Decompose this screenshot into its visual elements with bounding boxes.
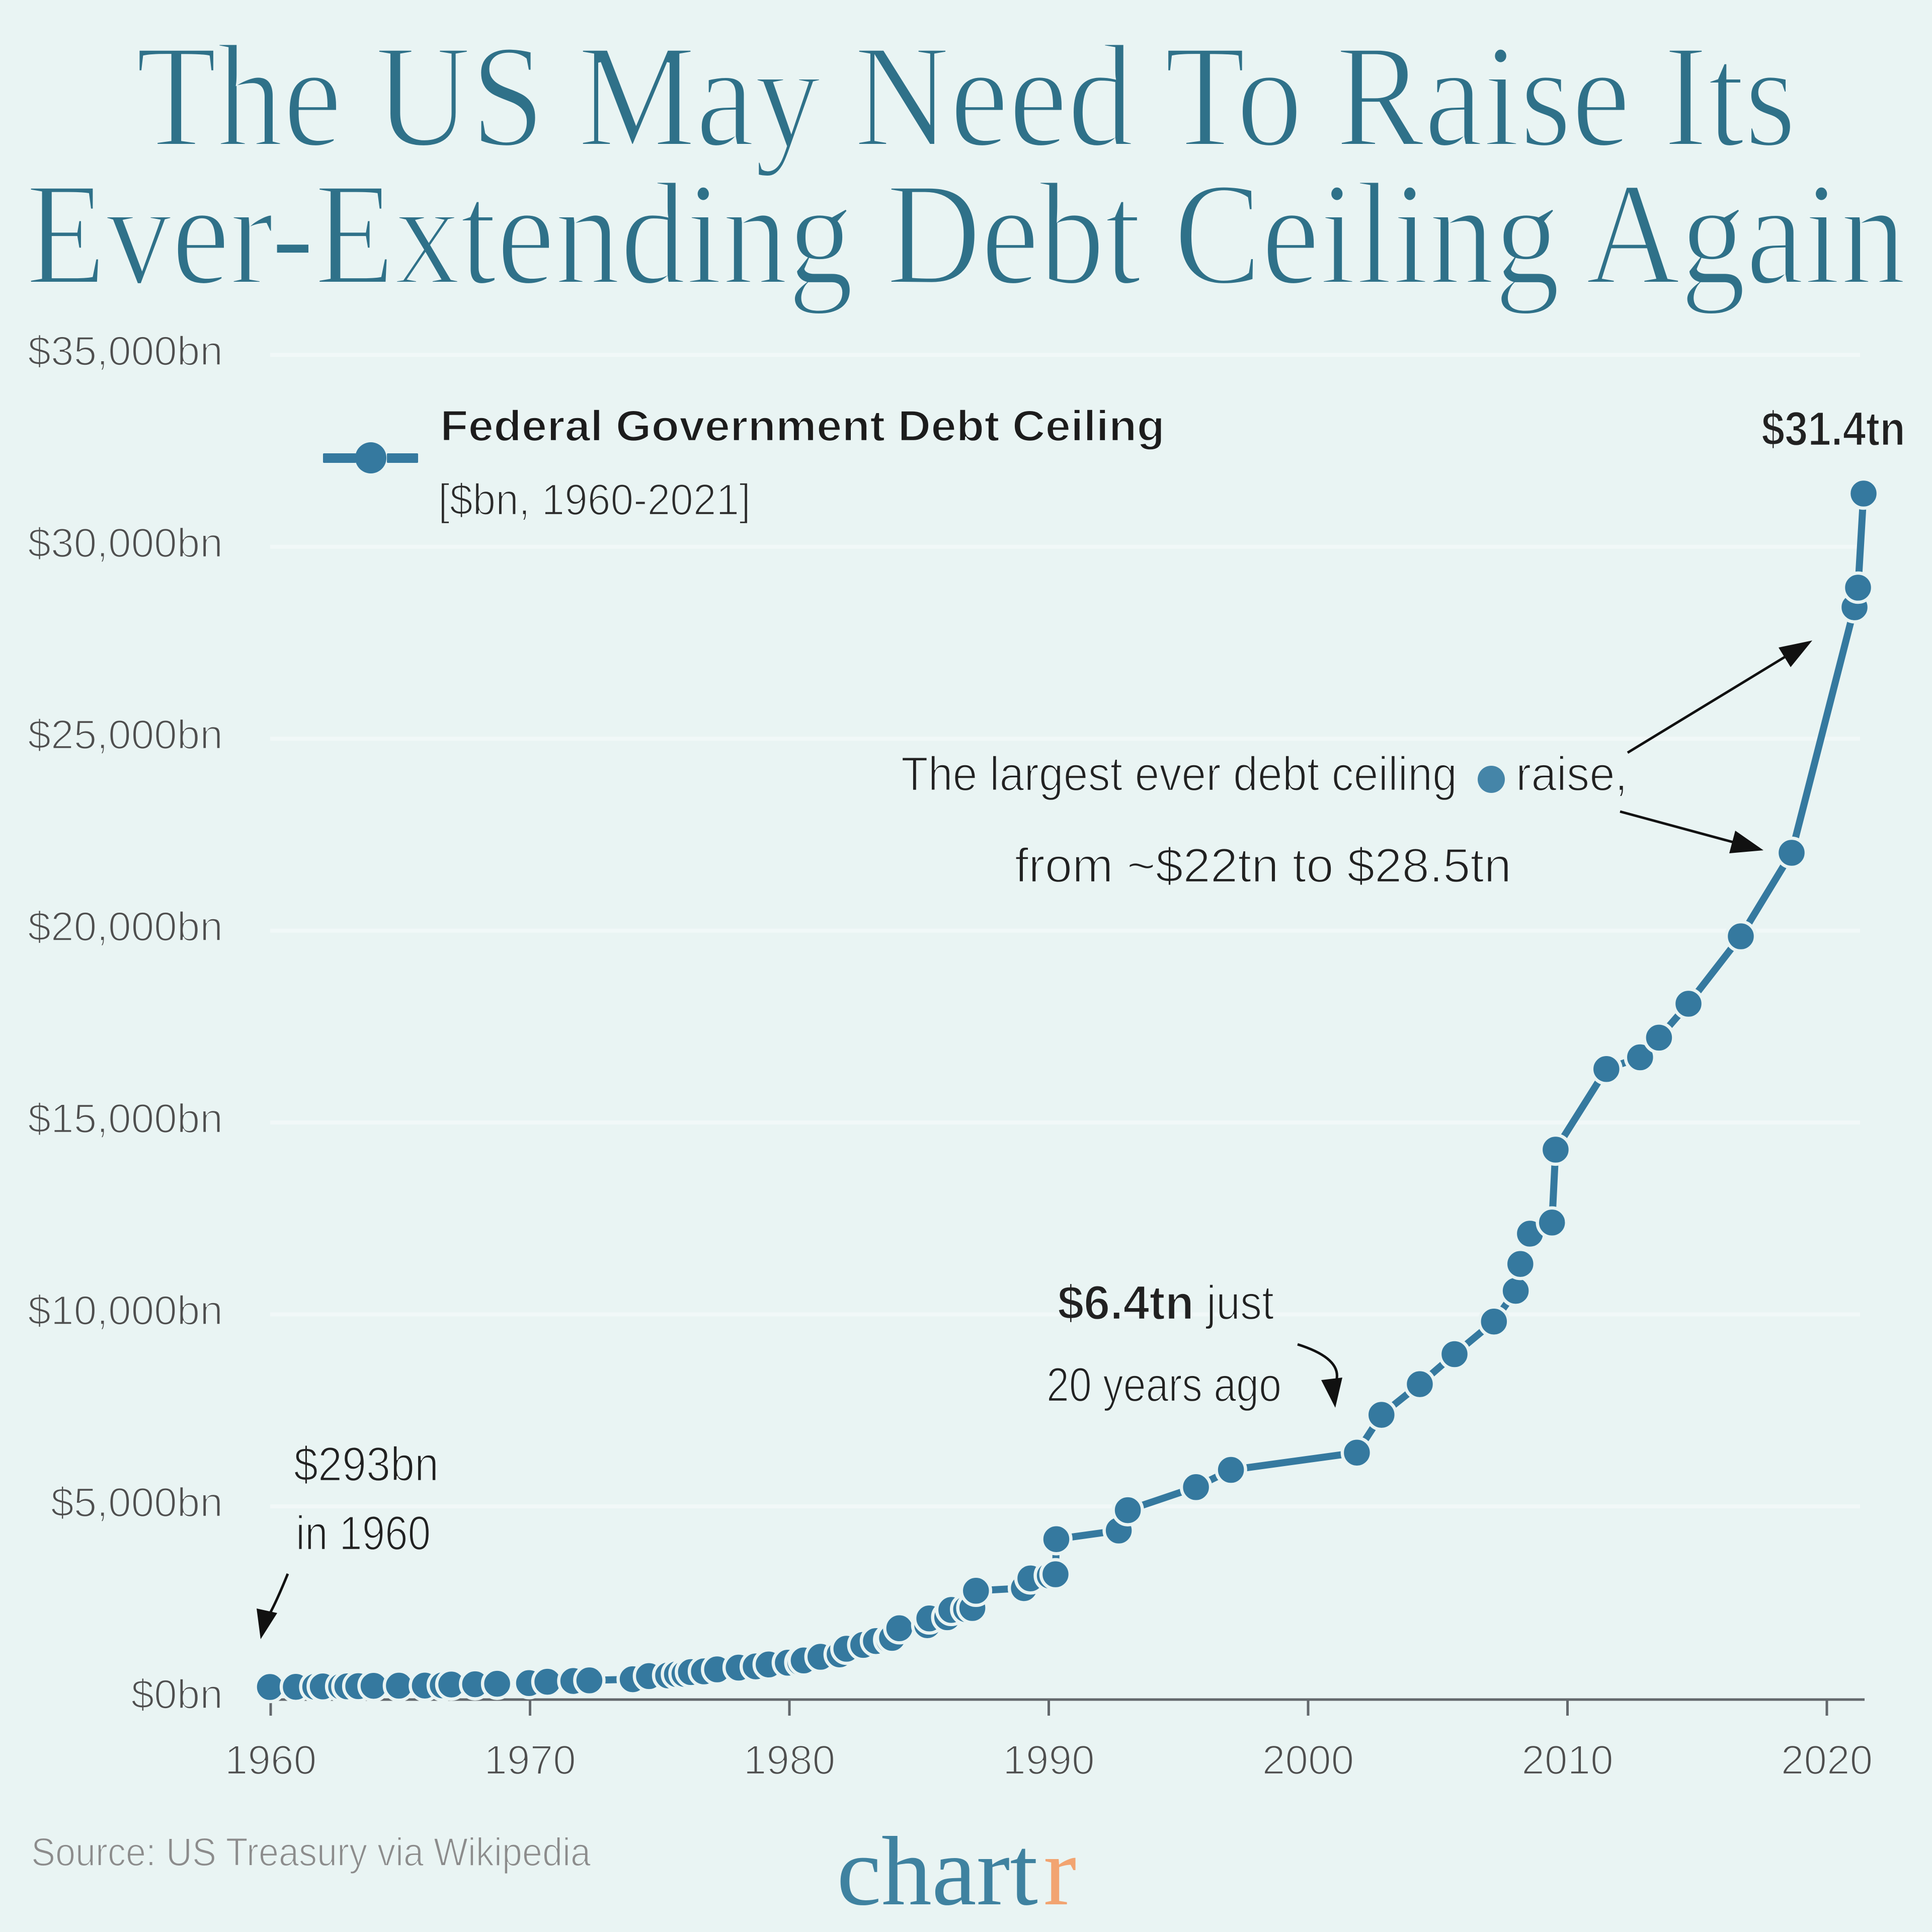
svg-text:$10,000bn: $10,000bn [28, 1288, 223, 1334]
svg-text:The largest ever debt ceiling: The largest ever debt ceiling [901, 747, 1457, 801]
svg-text:1980: 1980 [744, 1737, 835, 1783]
svg-text:$0bn: $0bn [131, 1671, 223, 1717]
svg-text:$31.4tn: $31.4tn [1761, 402, 1905, 456]
svg-text:$25,000bn: $25,000bn [28, 712, 223, 758]
svg-text:raise,: raise, [1516, 747, 1628, 801]
svg-text:from ~$22tn to $28.5tn: from ~$22tn to $28.5tn [1015, 839, 1511, 893]
svg-text:2020: 2020 [1781, 1737, 1873, 1783]
svg-text:just: just [1205, 1276, 1274, 1330]
svg-text:1990: 1990 [1003, 1737, 1094, 1783]
svg-text:Source: US Treasury via Wikipe: Source: US Treasury via Wikipedia [31, 1829, 591, 1874]
svg-text:r: r [1043, 1817, 1076, 1926]
svg-text:chart: chart [837, 1817, 1038, 1926]
svg-text:1960: 1960 [225, 1737, 316, 1783]
svg-text:in 1960: in 1960 [296, 1506, 431, 1560]
svg-text:Ever-Extending Debt Ceiling Ag: Ever-Extending Debt Ceiling Again [26, 153, 1906, 315]
svg-text:$293bn: $293bn [294, 1437, 439, 1491]
svg-text:The US May Need To Raise Its: The US May Need To Raise Its [136, 15, 1796, 178]
svg-text:20 years ago: 20 years ago [1046, 1358, 1281, 1412]
svg-text:$20,000bn: $20,000bn [28, 904, 223, 950]
svg-text:[$bn, 1960-2021]: [$bn, 1960-2021] [438, 475, 751, 524]
svg-text:Federal Government Debt Ceilin: Federal Government Debt Ceiling [440, 402, 1165, 450]
svg-text:$6.4tn: $6.4tn [1058, 1276, 1194, 1330]
svg-text:$15,000bn: $15,000bn [28, 1096, 223, 1142]
svg-text:$5,000bn: $5,000bn [51, 1480, 223, 1525]
svg-text:1970: 1970 [484, 1737, 576, 1783]
svg-text:2000: 2000 [1262, 1737, 1354, 1783]
svg-text:$30,000bn: $30,000bn [28, 520, 223, 566]
svg-text:$35,000bn: $35,000bn [28, 328, 223, 374]
svg-text:2010: 2010 [1521, 1737, 1613, 1783]
